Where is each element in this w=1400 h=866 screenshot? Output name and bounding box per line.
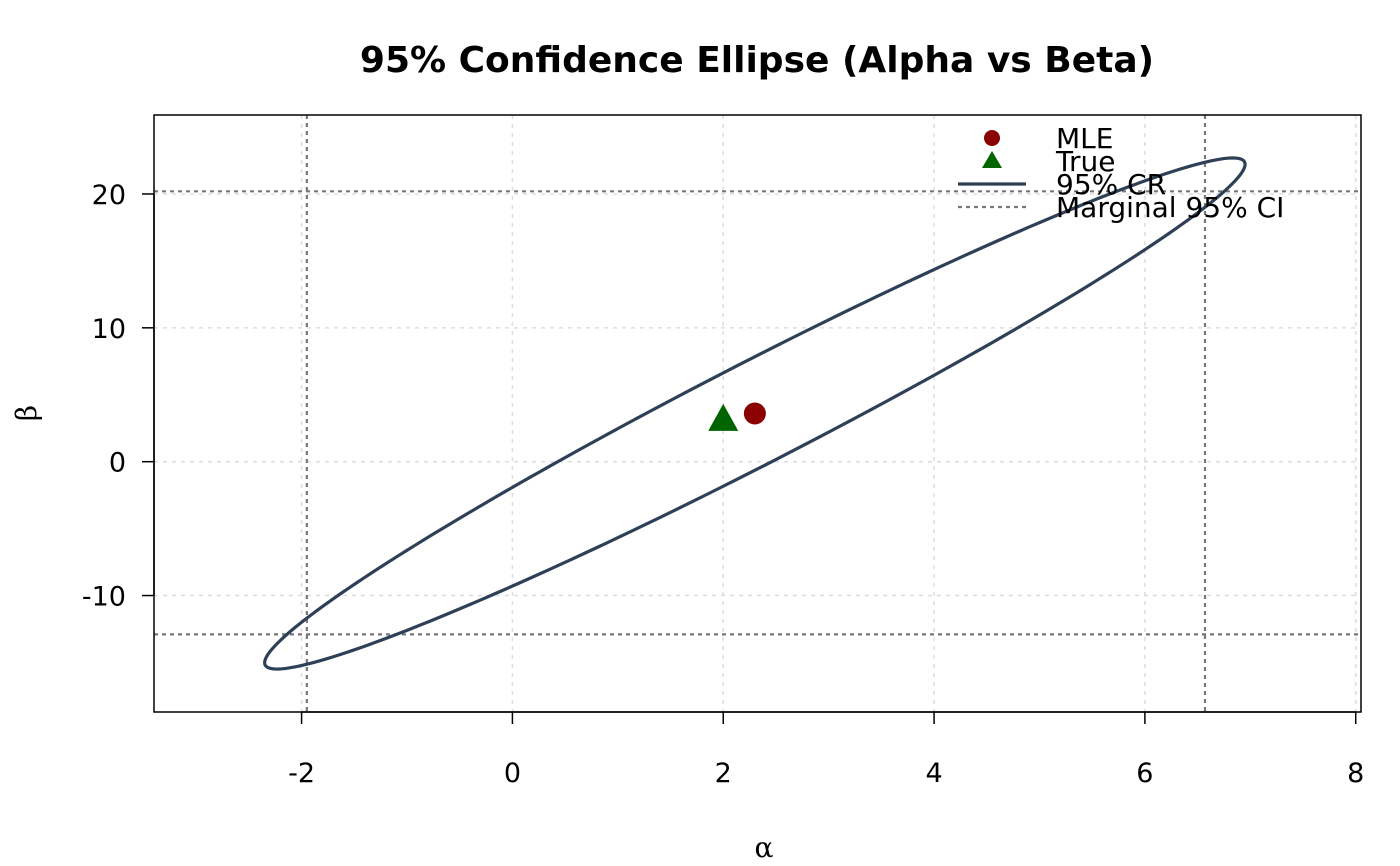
legend-label-true: True xyxy=(1055,145,1115,178)
confidence-ellipse xyxy=(263,156,1247,671)
x-tick-label: 8 xyxy=(1347,758,1364,789)
points xyxy=(708,402,766,431)
y-tick-label: -10 xyxy=(82,582,126,613)
x-tick-label: 0 xyxy=(504,758,521,789)
grid xyxy=(154,115,1361,712)
chart-title: 95% Confidence Ellipse (Alpha vs Beta) xyxy=(360,40,1154,81)
point-mle xyxy=(743,402,766,425)
x-axis: -2 0 2 4 6 8 xyxy=(288,711,1364,789)
legend-label-mle: MLE xyxy=(1056,122,1113,155)
y-axis: -10 0 10 20 xyxy=(82,180,155,613)
x-axis-label: α xyxy=(755,831,774,864)
x-tick-label: -2 xyxy=(288,758,315,789)
marginal-ci-lines xyxy=(154,115,1361,712)
y-tick-label: 10 xyxy=(92,314,126,345)
legend-symbol-mle xyxy=(984,130,1000,146)
y-tick-label: 0 xyxy=(109,448,126,479)
x-tick-label: 2 xyxy=(715,758,732,789)
x-tick-label: 6 xyxy=(1136,758,1153,789)
legend-label-95-cr: 95% CR xyxy=(1056,168,1166,201)
legend-symbol-true xyxy=(982,151,1002,168)
point-true xyxy=(708,403,739,431)
y-tick-label: 20 xyxy=(92,180,126,211)
x-tick-label: 4 xyxy=(925,758,942,789)
y-axis-label: β xyxy=(10,405,43,421)
legend-label-marginal-95-ci: Marginal 95% CI xyxy=(1056,191,1284,224)
